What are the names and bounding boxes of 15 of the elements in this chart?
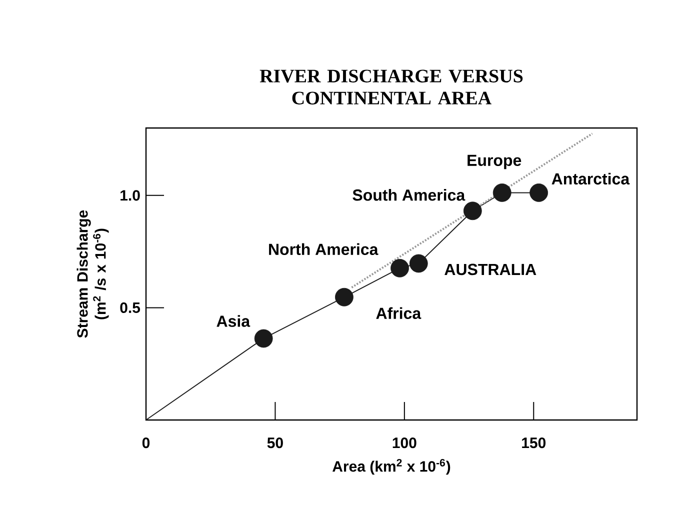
annotation: Antarctica	[552, 172, 630, 185]
annotation: Asia	[216, 315, 250, 327]
annotation: North America	[269, 243, 378, 256]
chart-title: RIVER DISCHARGE VERSUS CONTINENTAL AREA	[260, 70, 523, 104]
x-tick-label: 100	[392, 438, 416, 448]
annotation: South America	[352, 189, 466, 201]
annotation: Africa	[376, 307, 422, 320]
x-axis-title: Area (km$^{2}$ x 10$^{-6}$)	[332, 459, 450, 475]
y-tick-label: 1.0	[120, 190, 140, 201]
y-tick-label: 0.5	[120, 302, 140, 313]
x-tick-label: 150	[522, 438, 546, 448]
annotation: AUSTRALIA	[444, 264, 536, 276]
x-tick-label: 50	[267, 438, 283, 448]
annotation: Europe	[468, 154, 522, 170]
x-tick-label: 0	[142, 438, 150, 448]
